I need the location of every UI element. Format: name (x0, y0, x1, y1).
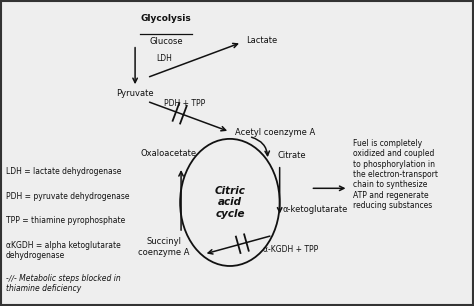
Text: Acetyl coenzyme A: Acetyl coenzyme A (235, 128, 315, 137)
Text: Glucose: Glucose (149, 37, 182, 46)
Text: Glycolysis: Glycolysis (140, 14, 191, 23)
Text: Oxaloacetate: Oxaloacetate (140, 148, 196, 158)
Text: Lactate: Lactate (246, 35, 278, 44)
Text: Citric
acid
cycle: Citric acid cycle (214, 186, 246, 219)
Text: Citrate: Citrate (277, 151, 306, 160)
Text: LDH = lactate dehydrogenase: LDH = lactate dehydrogenase (6, 167, 121, 176)
Text: Pyruvate: Pyruvate (116, 89, 154, 99)
Text: α-ketoglutarate: α-ketoglutarate (282, 205, 347, 214)
Text: TPP = thiamine pyrophosphate: TPP = thiamine pyrophosphate (6, 216, 125, 225)
Text: PDH + TPP: PDH + TPP (164, 99, 205, 108)
Text: Fuel is completely
oxidized and coupled
to phosphorylation in
the electron-trans: Fuel is completely oxidized and coupled … (353, 139, 438, 210)
Text: αKGDH = alpha ketoglutarate
dehydrogenase: αKGDH = alpha ketoglutarate dehydrogenas… (6, 241, 120, 260)
Text: Succinyl
coenzyme A: Succinyl coenzyme A (138, 237, 189, 257)
Text: PDH = pyruvate dehydrogenase: PDH = pyruvate dehydrogenase (6, 192, 129, 201)
Text: -∕∕- Metabolic steps blocked in
thiamine deficiency: -∕∕- Metabolic steps blocked in thiamine… (6, 274, 120, 293)
Text: α-KGDH + TPP: α-KGDH + TPP (263, 245, 319, 254)
Text: LDH: LDH (156, 54, 172, 63)
